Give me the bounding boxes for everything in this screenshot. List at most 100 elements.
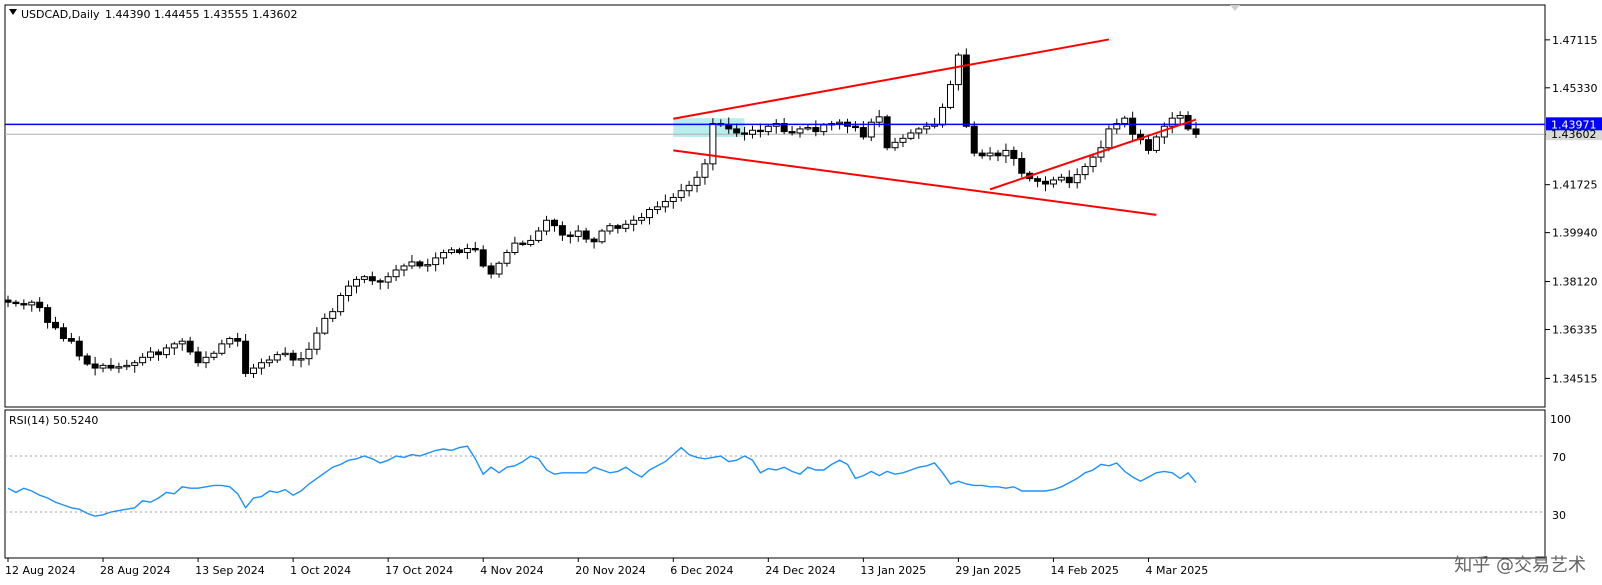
candle-body (756, 129, 764, 133)
current-price-tag (1546, 128, 1602, 141)
candle-body (202, 356, 210, 364)
candle (495, 261, 503, 278)
candle (543, 215, 551, 236)
trendline-1 (673, 38, 1110, 120)
candle (812, 120, 820, 137)
candle-body (4, 299, 12, 303)
candle-body (337, 295, 345, 313)
candle-body (954, 54, 962, 86)
time-tick-label: 4 Nov 2024 (480, 564, 543, 577)
candle (131, 360, 139, 373)
candle (883, 114, 891, 151)
candle-body (503, 252, 511, 264)
candle (83, 353, 91, 366)
candle (741, 126, 749, 141)
candle (558, 221, 566, 242)
candle (257, 358, 265, 375)
candle-body (1034, 178, 1042, 182)
candle-body (1121, 117, 1129, 125)
candle (218, 339, 226, 356)
candle (535, 227, 543, 243)
candle (455, 247, 463, 255)
candle (242, 333, 250, 377)
candle (606, 222, 614, 235)
candle-body (75, 340, 83, 357)
candle-body (535, 230, 543, 241)
candle (345, 280, 353, 302)
candle (115, 362, 123, 373)
candle (1105, 125, 1113, 152)
candle-body (440, 252, 448, 259)
candle-body (796, 128, 804, 134)
candle (305, 342, 313, 366)
candle (400, 263, 408, 277)
candle-body (297, 358, 305, 361)
candle (352, 276, 360, 294)
consolidation-box (673, 118, 745, 137)
candle-body (273, 354, 281, 361)
candle-body (392, 269, 400, 278)
candle-body (131, 362, 139, 366)
level-price-tag (1546, 117, 1602, 131)
candle (154, 349, 162, 361)
candle (1057, 173, 1065, 183)
candle-body (424, 264, 432, 267)
candle (210, 350, 218, 361)
candle-body (1168, 117, 1176, 127)
candle-body (725, 124, 733, 130)
rsi-level-30: 30 (1552, 509, 1566, 522)
candle (574, 225, 582, 242)
candle (550, 218, 558, 232)
candle-body (1018, 157, 1026, 174)
candle-body (994, 152, 1002, 157)
candle (1073, 168, 1081, 189)
candle (250, 363, 258, 378)
candle (796, 126, 804, 138)
time-tick-label: 1 Oct 2024 (290, 564, 351, 577)
candle-body (234, 338, 242, 342)
candle (20, 299, 28, 310)
candle-body (1105, 128, 1113, 149)
candle-body (1010, 149, 1018, 159)
candle-body (875, 116, 883, 123)
candle-body (661, 200, 669, 208)
candle-body (946, 84, 954, 108)
candle (194, 346, 202, 367)
collapse-triangle-icon[interactable] (9, 9, 17, 15)
time-tick-label: 28 Aug 2024 (100, 564, 170, 577)
candle (424, 258, 432, 272)
candle-body (194, 351, 202, 364)
candle (590, 237, 598, 249)
candle-body (780, 123, 788, 133)
candle-body (511, 242, 519, 254)
candle (440, 249, 448, 265)
time-tick-label: 29 Jan 2025 (955, 564, 1021, 577)
candle-body (986, 152, 994, 157)
candle-body (915, 128, 923, 134)
ohlc-values: 1.44390 1.44455 1.43555 1.43602 (105, 8, 297, 21)
candle (448, 247, 456, 255)
time-tick-label: 24 Dec 2024 (765, 564, 835, 577)
candle (28, 300, 36, 312)
candle-body (495, 262, 503, 275)
candle-body (748, 129, 756, 135)
candle (646, 207, 654, 225)
candle (202, 351, 210, 369)
candle (748, 125, 756, 139)
candle-body (471, 247, 479, 251)
candle-body (154, 351, 162, 356)
candle-body (1113, 123, 1121, 130)
candle (1129, 111, 1137, 141)
candle-body (107, 364, 115, 369)
candle-body (305, 348, 313, 360)
candle (408, 255, 416, 270)
candle-body (693, 176, 701, 186)
price-panel (4, 4, 1546, 408)
price-tick-label: 1.41725 (1552, 179, 1598, 192)
candle-body (376, 280, 384, 283)
candle (1144, 134, 1152, 155)
candle (186, 336, 194, 355)
scroll-marker-icon (1230, 5, 1240, 11)
candle (677, 183, 685, 202)
candle-body (36, 301, 44, 309)
